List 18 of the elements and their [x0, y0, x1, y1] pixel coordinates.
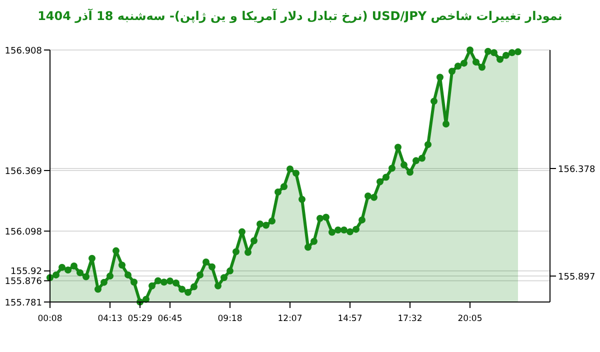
x-tick-label: 06:45	[158, 314, 182, 324]
y-tick-label: 155.92	[10, 267, 42, 278]
chart-title: نمودار تغییرات شاخص USD/JPY (نرخ تبادل دلار آمریکا و ین ژاپن)- سه‌شنبه 18 آذر 1404	[38, 8, 562, 23]
x-tick-label: 05:29	[128, 314, 152, 324]
y-tick-label: 156.098	[4, 227, 42, 238]
x-tick-label: 17:32	[398, 314, 422, 324]
x-tick-label: 14:57	[338, 314, 362, 324]
x-tick-label: 00:08	[38, 314, 62, 324]
x-tick-label: 09:18	[218, 314, 242, 324]
x-tick-label: 12:07	[278, 314, 302, 324]
y-tick-label: 155.876	[4, 277, 42, 288]
y-tick-label: 156.369	[4, 166, 42, 177]
x-tick-label: 04:13	[98, 314, 122, 324]
y2-tick-label: 156.378	[558, 164, 596, 175]
y-tick-label: 156.908	[4, 46, 42, 56]
y2-tick-label: 155.897	[558, 272, 596, 282]
y-tick-label: 155.781	[4, 298, 42, 308]
x-tick-label: 20:05	[458, 314, 482, 324]
